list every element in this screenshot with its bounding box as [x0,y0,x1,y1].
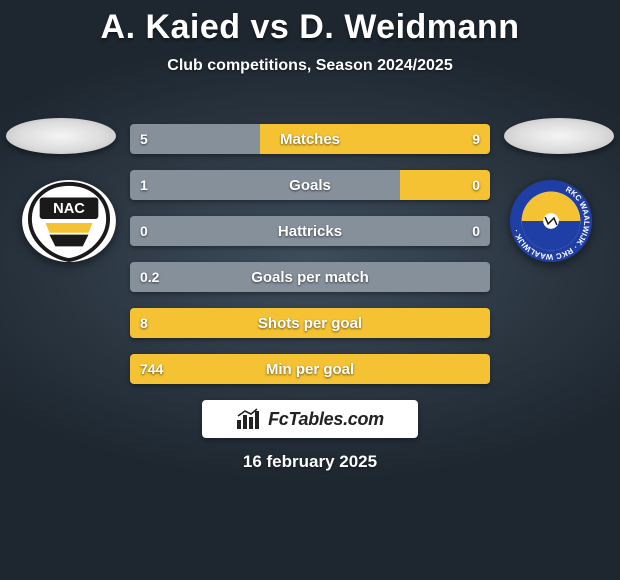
club-badge-left: NAC [20,178,118,264]
stat-label: Matches [130,124,490,154]
stat-row: 8Shots per goal [130,308,490,338]
brand-chart-icon [236,408,262,430]
stat-rows: 59Matches 10Goals 00Hattricks 0.2Goals per … [130,124,490,400]
stat-row: 10Goals [130,170,490,200]
club-badge-right: RKC WAALWIJK · RKC WAALWIJK · [502,178,600,264]
page-title: A. Kaied vs D. Weidmann [0,0,620,47]
stat-label: Goals per match [130,262,490,292]
stat-label: Min per goal [130,354,490,384]
club-left-text: NAC [53,201,85,217]
stat-label: Goals [130,170,490,200]
stat-row: 00Hattricks [130,216,490,246]
brand-text: FcTables.com [268,409,384,430]
stat-row: 59Matches [130,124,490,154]
player-photo-right [504,118,614,154]
stat-label: Shots per goal [130,308,490,338]
stat-label: Hattricks [130,216,490,246]
subtitle: Club competitions, Season 2024/2025 [0,57,620,75]
stat-row: 744Min per goal [130,354,490,384]
date-label: 16 february 2025 [0,452,620,472]
brand-badge: FcTables.com [202,400,418,438]
stat-row: 0.2Goals per match [130,262,490,292]
player-photo-left [6,118,116,154]
